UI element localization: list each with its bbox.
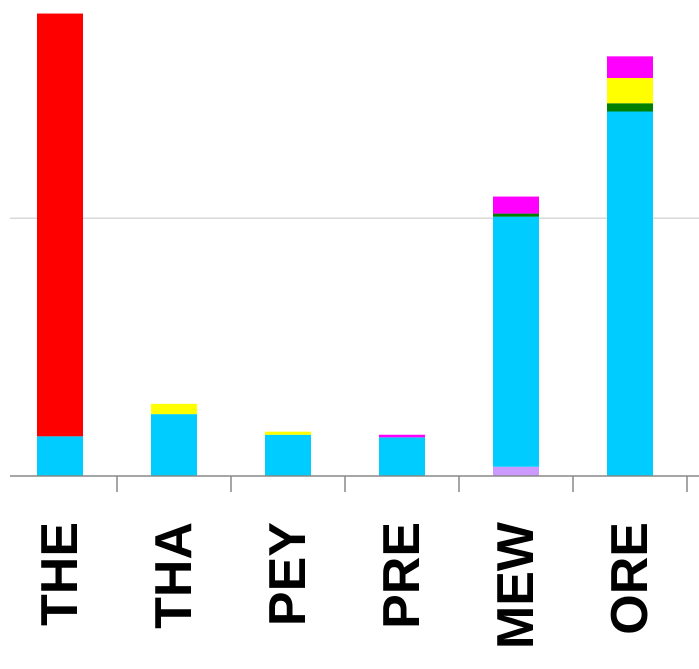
bars	[37, 13, 653, 476]
bar-the-segment-1	[37, 436, 83, 476]
bar-pre-segment-5	[379, 434, 425, 438]
bar-pre-segment-1	[379, 437, 425, 476]
bar-ore-segment-4	[607, 77, 653, 104]
x-tick-label-pre: PRE	[373, 522, 431, 629]
bar-ore-segment-3	[607, 103, 653, 112]
bar-mew-segment-1	[493, 216, 539, 467]
bar-pey-segment-1	[265, 434, 311, 476]
bar-the-segment-2	[37, 13, 83, 437]
bar-mew-segment-5	[493, 196, 539, 214]
x-axis	[10, 475, 699, 492]
bar-ore-segment-1	[607, 111, 653, 476]
bar-pey-segment-4	[265, 431, 311, 435]
bar-tha-segment-4	[151, 403, 197, 415]
bar-mew-segment-0	[493, 466, 539, 476]
x-tick-label-the: THE	[31, 522, 89, 626]
bar-ore-segment-5	[607, 56, 653, 78]
x-tick-label-mew: MEW	[487, 521, 545, 649]
bar-mew-segment-3	[493, 213, 539, 217]
bar-tha-segment-1	[151, 414, 197, 476]
x-tick-label-tha: THA	[145, 522, 203, 629]
x-tick-label-pey: PEY	[259, 522, 317, 626]
x-tick-label-ore: ORE	[601, 522, 659, 635]
category-labels: THE THA PEY PRE MEW ORE	[31, 521, 659, 649]
